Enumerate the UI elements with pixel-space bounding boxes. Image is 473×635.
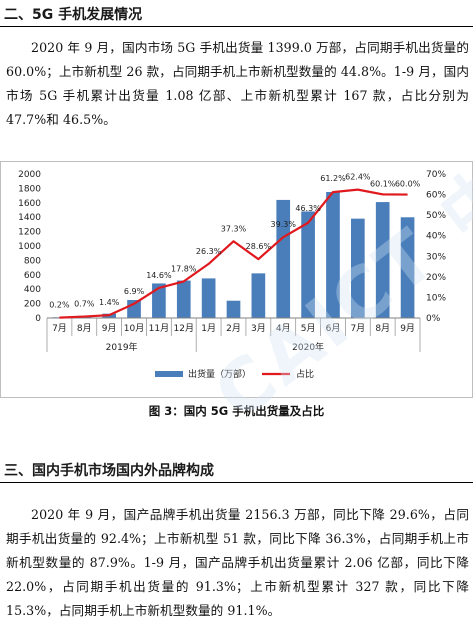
category-label: 12月 [174, 323, 194, 334]
bar [350, 218, 365, 318]
left-axis-tick: 1800 [18, 184, 41, 194]
left-axis-tick: 1000 [18, 242, 41, 252]
category-label: 6月 [326, 323, 341, 334]
left-axis-tick: 600 [24, 271, 41, 281]
category-label: 1月 [201, 323, 216, 334]
left-axis-tick: 0 [35, 314, 41, 324]
legend-label-bar: 出货量（万部） [188, 368, 251, 380]
category-label: 7月 [350, 323, 365, 334]
left-axis-tick: 400 [24, 285, 41, 295]
share-data-label: 61.2% [320, 174, 346, 183]
share-data-label: 28.6% [246, 242, 272, 251]
paragraph-5g: 2020 年 9 月，国内市场 5G 手机出货量 1399.0 万部，占同期手机… [6, 40, 469, 127]
bar [251, 273, 266, 318]
right-axis-tick: 0% [426, 314, 441, 324]
right-axis-tick: 10% [426, 293, 446, 303]
bar [375, 202, 390, 318]
left-axis-tick: 1200 [18, 228, 41, 238]
left-axis-tick: 1600 [18, 199, 41, 209]
right-axis-tick: 30% [426, 252, 446, 262]
share-data-label: 39.3% [271, 220, 297, 229]
right-axis-tick: 20% [426, 273, 446, 283]
bar [326, 192, 340, 318]
share-data-label: 62.4% [345, 173, 371, 182]
share-data-label: 37.3% [221, 224, 247, 233]
share-data-label: 6.9% [124, 287, 145, 296]
share-data-label: 17.8% [171, 264, 197, 273]
right-axis-tick: 40% [426, 232, 446, 242]
shipment-chart: 0 200 400 600 800 1000 1200 1400 1600 1800 2000 0% 1… [0, 161, 473, 398]
bar [176, 280, 191, 318]
category-label: 3月 [251, 323, 266, 334]
category-label: 7月 [52, 323, 67, 334]
category-label: 10月 [124, 323, 144, 334]
legend-swatch-bar [155, 371, 183, 377]
category-label: 9月 [102, 323, 117, 334]
category-label: 2月 [226, 323, 241, 334]
figure-caption: 图 3：国内 5G 手机出货量及占比 [148, 404, 325, 418]
heading-underline [0, 26, 473, 27]
share-data-label: 26.3% [196, 247, 222, 256]
share-data-label: 14.6% [146, 271, 172, 280]
legend-label-line: 占比 [296, 368, 314, 380]
category-label: 8月 [77, 323, 92, 334]
year-group-label: 2019年 [106, 341, 138, 353]
year-group-label: 2020年 [292, 341, 324, 353]
share-data-label: 60.1% [370, 179, 396, 188]
category-label: 4月 [276, 323, 291, 334]
bar [152, 283, 166, 318]
bar [400, 217, 415, 318]
right-axis-tick: 60% [426, 191, 446, 201]
left-axis-tick: 1400 [18, 213, 41, 223]
category-label: 9月 [400, 323, 415, 334]
share-data-label: 1.4% [99, 298, 120, 307]
bar [301, 211, 315, 318]
left-axis-tick: 200 [24, 300, 41, 310]
share-data-label: 60.0% [395, 180, 421, 189]
right-axis-tick: 50% [426, 211, 446, 221]
bar [276, 199, 291, 318]
share-data-label: 0.2% [49, 301, 70, 310]
section-heading-brands: 三、国内手机市场国内外品牌构成 [4, 463, 214, 479]
left-axis-tick: 800 [24, 256, 41, 266]
share-data-label: 46.3% [295, 204, 321, 213]
bar [201, 278, 216, 318]
bar [226, 300, 241, 318]
category-label: 5月 [301, 323, 316, 334]
category-label: 8月 [375, 323, 390, 334]
share-line [59, 188, 408, 319]
share-data-label: 0.7% [74, 300, 95, 309]
left-axis-tick: 2000 [18, 170, 41, 180]
section-heading-5g: 二、5G 手机发展情况 [4, 7, 143, 23]
right-axis-tick: 70% [426, 170, 446, 180]
category-label: 11月 [149, 323, 169, 334]
paragraph-brands: 2020 年 9 月，国产品牌手机出货量 2156.3 万部，同比下降 29.6… [6, 507, 469, 618]
heading-underline-2 [0, 482, 473, 483]
